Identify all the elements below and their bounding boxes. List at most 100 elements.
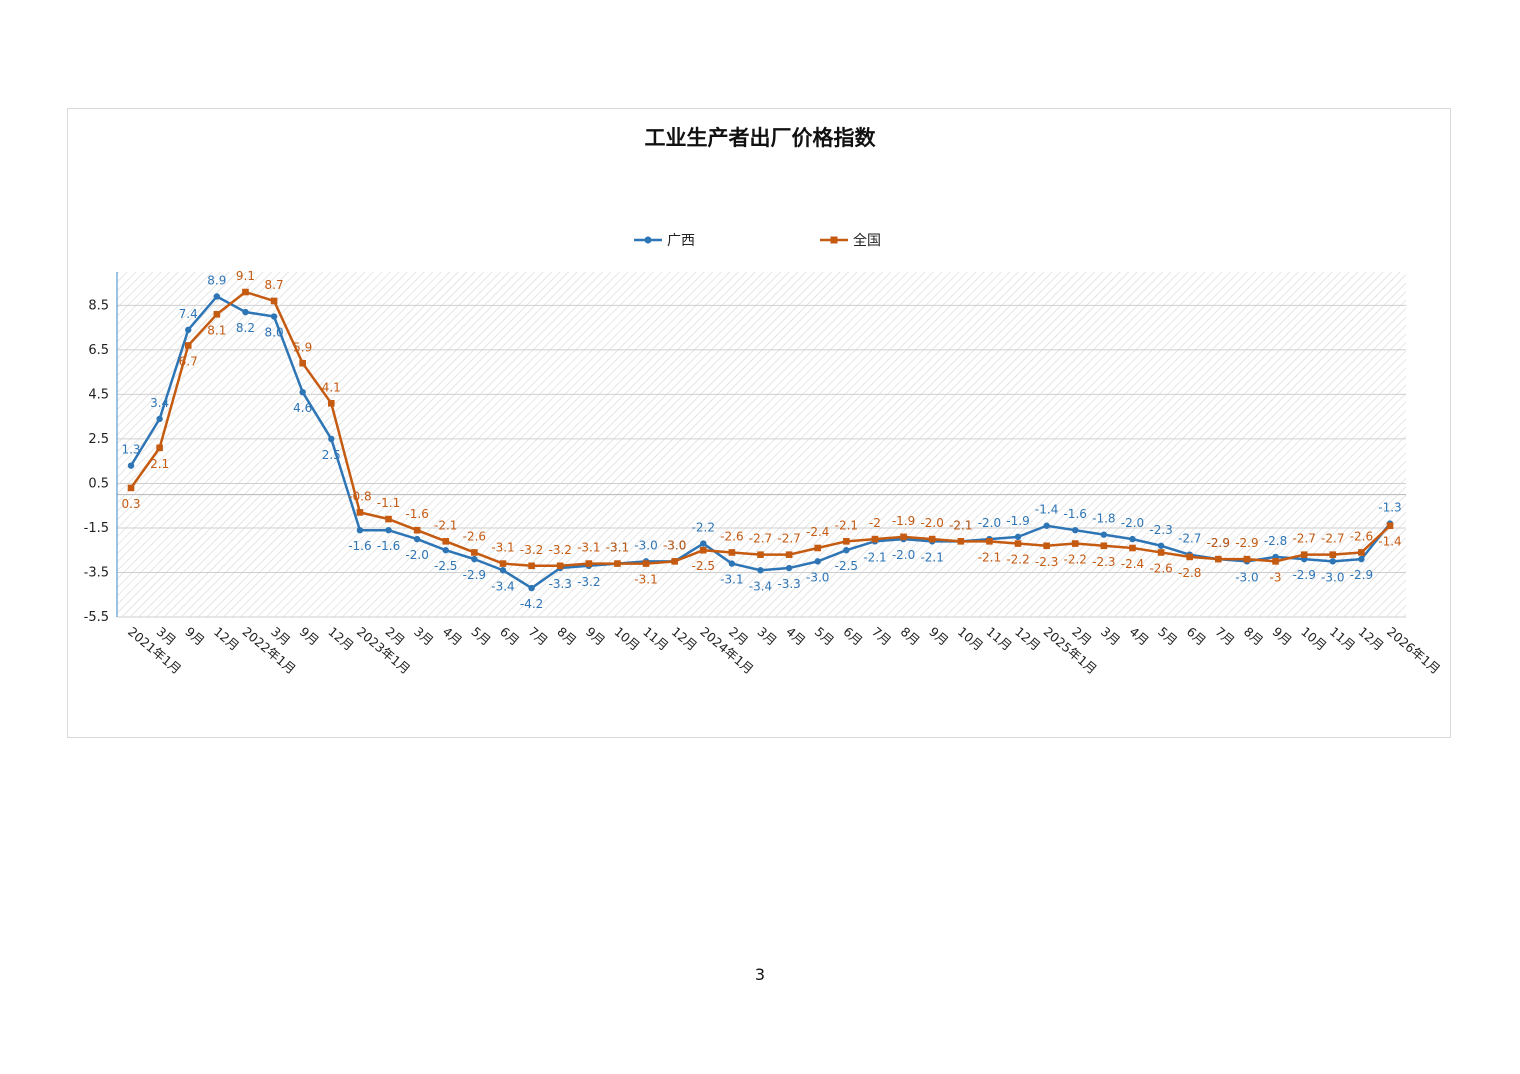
data-point xyxy=(1100,542,1108,550)
data-point xyxy=(1215,555,1222,563)
data-label: -3.0 xyxy=(663,538,686,552)
data-point xyxy=(127,484,135,492)
x-tick-label: 10月 xyxy=(1298,624,1329,654)
data-point xyxy=(843,547,850,554)
data-point xyxy=(1157,549,1165,556)
data-label: -3.3 xyxy=(777,577,800,591)
data-point xyxy=(413,535,421,543)
data-point xyxy=(1072,526,1079,534)
data-label: 7.4 xyxy=(179,307,198,321)
x-tick-label: 12月 xyxy=(669,624,700,654)
data-point xyxy=(1329,558,1336,565)
x-tick-label: 3月 xyxy=(1098,624,1123,649)
data-label: -2.8 xyxy=(1264,534,1287,548)
data-point xyxy=(699,546,707,554)
data-point xyxy=(127,462,135,469)
data-point xyxy=(156,415,163,423)
data-point xyxy=(1358,555,1365,563)
x-tick-label: 12月 xyxy=(1355,624,1386,654)
data-label: -3.0 xyxy=(806,570,829,584)
x-tick-label: 2021年1月 xyxy=(125,624,184,677)
data-point xyxy=(1386,522,1394,530)
data-point xyxy=(471,549,478,556)
data-point xyxy=(270,297,278,305)
y-tick-label: 0.5 xyxy=(88,476,109,491)
x-tick-label: 5月 xyxy=(1155,624,1180,649)
data-label: -2.9 xyxy=(1235,536,1258,550)
chart-title: 工业生产者出厂价格指数 xyxy=(644,126,876,150)
data-label: 8.2 xyxy=(236,321,255,335)
data-point xyxy=(213,310,221,318)
x-tick-label: 11月 xyxy=(1327,624,1358,654)
legend: 广西 全国 xyxy=(634,232,881,249)
data-point xyxy=(700,540,707,547)
data-label: -2.4 xyxy=(806,525,829,539)
x-tick-label: 7月 xyxy=(1212,624,1237,649)
data-label: -2.7 xyxy=(749,532,772,546)
data-point xyxy=(185,326,192,334)
data-point xyxy=(242,308,249,316)
data-label: -2.1 xyxy=(863,550,886,564)
data-label: -3.1 xyxy=(720,573,743,587)
data-point xyxy=(1014,540,1022,547)
data-label: -2.1 xyxy=(920,550,943,564)
data-label: -2.1 xyxy=(949,518,972,532)
data-label: -1.6 xyxy=(405,507,428,521)
data-point xyxy=(785,564,793,572)
data-label: -3.0 xyxy=(663,538,686,552)
x-tick-label: 8月 xyxy=(554,624,579,649)
data-label: -2.0 xyxy=(892,548,915,562)
x-tick-label: 9月 xyxy=(926,624,951,649)
x-tick-label: 4月 xyxy=(1127,624,1152,649)
data-label: 8.0 xyxy=(265,326,284,340)
data-point xyxy=(299,359,306,367)
data-point xyxy=(528,562,535,570)
data-point xyxy=(614,560,621,567)
data-label: 2.5 xyxy=(322,448,341,462)
data-label: 3.4 xyxy=(150,396,169,410)
data-point xyxy=(242,288,249,296)
data-label: -3.1 xyxy=(577,541,600,555)
data-point xyxy=(900,533,907,541)
data-label: -2.7 xyxy=(1292,532,1315,546)
data-label: -1.9 xyxy=(892,514,915,528)
x-tick-label: 9月 xyxy=(583,624,608,649)
data-label: -2.6 xyxy=(1350,529,1373,543)
data-label: -2.3 xyxy=(1092,555,1115,569)
data-point xyxy=(785,551,793,558)
data-point xyxy=(356,509,364,516)
plot-area xyxy=(117,272,1406,617)
x-tick-label: 12月 xyxy=(1012,624,1043,654)
y-tick-label: -5.5 xyxy=(84,610,109,625)
data-point xyxy=(1243,555,1251,563)
data-label: -2.6 xyxy=(1149,561,1172,575)
legend-label-guangxi: 广西 xyxy=(667,233,695,249)
data-point xyxy=(356,526,364,534)
data-label: -3.1 xyxy=(606,541,629,555)
data-point xyxy=(728,549,736,556)
data-label: -2.1 xyxy=(835,518,858,532)
data-point xyxy=(327,400,335,407)
data-label: -3.0 xyxy=(634,538,657,552)
x-tick-label: 11月 xyxy=(640,624,671,654)
legend-label-national: 全国 xyxy=(853,232,881,249)
data-label: -2.0 xyxy=(978,516,1001,530)
data-label: -2.0 xyxy=(1121,516,1144,530)
data-label: -1.8 xyxy=(1092,512,1115,526)
data-label: -2.9 xyxy=(1292,568,1315,582)
data-point xyxy=(442,547,449,554)
data-label: -3.4 xyxy=(491,579,514,593)
x-tick-label: 9月 xyxy=(297,624,322,649)
data-label: -4.2 xyxy=(520,597,543,611)
data-label: 8.9 xyxy=(207,273,226,287)
x-tick-label: 12月 xyxy=(211,624,242,654)
data-point xyxy=(1186,553,1194,561)
data-point xyxy=(528,584,535,592)
data-label: 9.1 xyxy=(236,269,255,283)
x-tick-label: 5月 xyxy=(812,624,837,649)
data-label: -3.2 xyxy=(548,543,571,557)
data-label: -1.4 xyxy=(1378,535,1401,549)
x-tick-label: 9月 xyxy=(182,624,207,649)
data-label: -1.6 xyxy=(1064,507,1087,521)
